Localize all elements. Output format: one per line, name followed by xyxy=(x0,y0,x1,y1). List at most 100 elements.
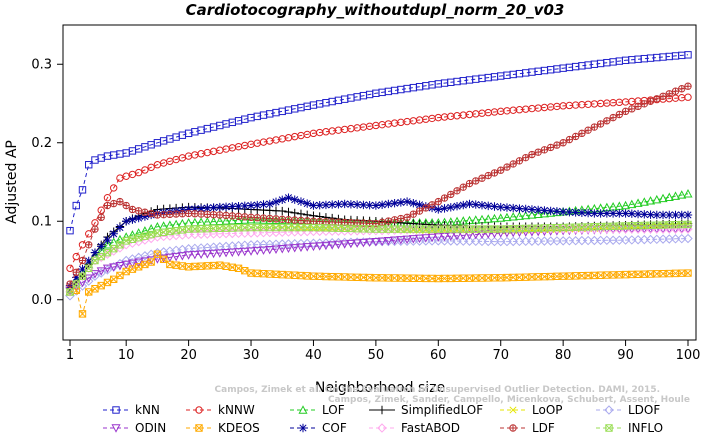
data-point-lof xyxy=(283,215,294,225)
data-point-inflo xyxy=(178,226,187,234)
data-point-ldf xyxy=(97,213,105,221)
data-point-lof xyxy=(277,215,287,225)
data-point-cof xyxy=(196,204,206,213)
data-point-cof xyxy=(652,210,661,220)
data-point-cof xyxy=(402,197,412,206)
legend-label: COF xyxy=(322,421,347,434)
data-point-ldf xyxy=(203,210,212,218)
data-point-odin xyxy=(496,229,506,238)
data-point-ldf xyxy=(315,217,324,226)
legend-marker xyxy=(195,424,203,432)
data-point-odin xyxy=(408,235,418,244)
legend-item-lof: LOF xyxy=(290,403,345,417)
data-point-lof xyxy=(265,215,275,224)
data-point-knn xyxy=(191,128,199,136)
data-point-fastabod xyxy=(71,279,81,289)
data-point-cof xyxy=(340,199,349,209)
data-point-knn xyxy=(66,226,74,235)
x-tick-label: 100 xyxy=(676,348,701,363)
y-tick-label: 0.2 xyxy=(31,136,52,151)
data-point-knn xyxy=(184,129,193,138)
data-point-odin xyxy=(240,247,250,257)
data-point-ldf xyxy=(565,135,574,144)
data-point-odin xyxy=(346,239,356,249)
data-point-ldof xyxy=(458,236,468,246)
data-point-cof xyxy=(490,202,499,211)
data-point-kdeos xyxy=(409,274,418,282)
data-point-ldf xyxy=(297,216,305,225)
data-point-fastabod xyxy=(240,228,250,238)
data-point-ldof xyxy=(608,235,618,245)
data-point-odin xyxy=(177,252,187,261)
data-point-ldf xyxy=(447,190,455,199)
data-point-fastabod xyxy=(221,228,231,239)
data-point-ldf xyxy=(403,213,411,221)
data-point-ldf xyxy=(234,212,243,221)
data-point-lof xyxy=(514,211,524,220)
x-tick-label: 1 xyxy=(66,348,74,363)
data-point-odin xyxy=(302,243,312,252)
data-point-ldf xyxy=(409,210,418,218)
data-point-lof xyxy=(664,192,674,202)
x-tick-label: 40 xyxy=(305,348,322,363)
legend-label: KDEOS xyxy=(218,421,260,434)
data-point-odin xyxy=(283,244,294,254)
data-point-lof xyxy=(102,240,112,249)
data-point-ldf xyxy=(546,143,555,152)
data-point-ldf xyxy=(653,95,661,103)
data-point-odin xyxy=(390,236,400,246)
data-point-kdeos xyxy=(353,273,361,281)
data-point-odin xyxy=(134,258,144,267)
data-point-cof xyxy=(365,201,374,210)
data-point-odin xyxy=(109,263,119,272)
data-point-ldf xyxy=(147,209,155,218)
data-point-ldof xyxy=(265,239,275,250)
data-point-knnw xyxy=(122,172,130,180)
axis-ticks: 1 10 20 30 40 50 60 70 80 90 100 0.0 0.1 0.2 0.3 xyxy=(31,57,700,363)
data-point-odin xyxy=(127,259,137,269)
legend-label: SimplifiedLOF xyxy=(401,403,483,417)
data-point-cof xyxy=(215,202,225,212)
legend-item-ldof: LDOF xyxy=(596,403,660,417)
data-point-cof xyxy=(477,201,487,210)
data-point-ldf xyxy=(66,280,74,288)
data-point-odin xyxy=(209,249,219,259)
data-point-ldf xyxy=(603,117,611,125)
data-point-inflo xyxy=(128,235,137,244)
data-point-cof xyxy=(640,210,649,219)
legend-label: FastABOD xyxy=(401,421,460,434)
data-point-cof xyxy=(440,204,449,213)
data-point-lof xyxy=(227,215,237,225)
legend-marker xyxy=(509,406,517,414)
data-point-odin xyxy=(471,230,481,240)
data-point-cof xyxy=(434,205,443,214)
data-point-ldf xyxy=(584,126,592,134)
data-point-inflo xyxy=(147,230,155,239)
data-point-ldf xyxy=(521,154,530,162)
data-point-ldof xyxy=(652,234,662,245)
data-point-cof xyxy=(377,200,387,209)
data-point-lof xyxy=(621,200,631,210)
data-point-ldf xyxy=(109,199,118,208)
data-point-cof xyxy=(290,195,299,204)
data-point-ldf xyxy=(85,241,93,249)
data-point-cof xyxy=(590,209,599,218)
data-point-odin xyxy=(377,237,387,246)
data-point-odin xyxy=(202,250,212,259)
data-point-kdeos xyxy=(147,258,155,266)
data-point-cof xyxy=(502,203,512,212)
data-point-fastabod xyxy=(246,228,256,238)
data-point-ldf xyxy=(209,211,218,219)
data-point-odin xyxy=(277,245,287,254)
data-point-odin xyxy=(371,237,381,247)
data-point-ldof xyxy=(477,236,487,247)
data-point-ldof xyxy=(677,233,687,244)
data-point-cof xyxy=(352,200,362,209)
data-point-knn xyxy=(72,201,80,210)
data-point-cof xyxy=(309,201,318,210)
data-point-odin xyxy=(215,249,225,258)
data-point-cof xyxy=(90,248,100,257)
data-point-ldf xyxy=(116,198,124,206)
data-point-cof xyxy=(84,256,93,266)
